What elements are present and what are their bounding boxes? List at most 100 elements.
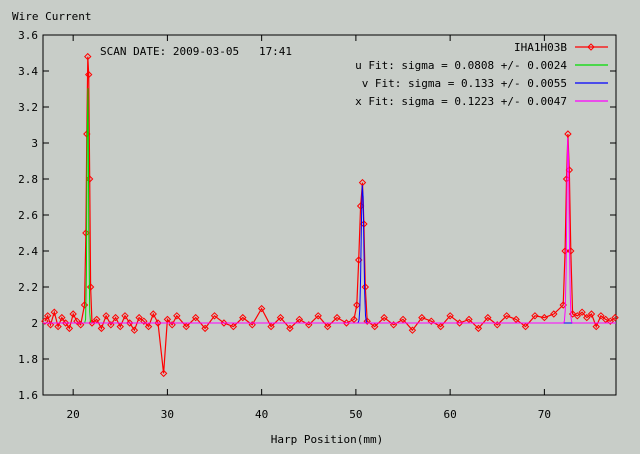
y-axis-label: Wire Current xyxy=(12,10,91,23)
data-point xyxy=(163,315,172,324)
y-tick-label: 3.6 xyxy=(18,29,38,42)
data-point xyxy=(210,312,219,320)
data-point xyxy=(592,322,600,331)
x-tick-label: 70 xyxy=(538,408,551,421)
data-point xyxy=(149,310,157,318)
data-point xyxy=(399,315,407,324)
legend-label: v Fit: sigma = 0.133 +/- 0.0055 xyxy=(362,77,567,90)
data-point xyxy=(61,319,70,327)
data-line xyxy=(44,56,616,374)
data-point xyxy=(361,283,370,291)
data-point xyxy=(248,321,256,329)
data-point xyxy=(140,317,148,325)
data-point xyxy=(323,322,332,331)
data-point xyxy=(408,326,417,334)
data-point xyxy=(573,312,582,320)
data-point xyxy=(121,312,129,320)
scan-date-annotation: SCAN DATE: 2009-03-05 17:41 xyxy=(100,45,292,58)
data-point xyxy=(135,313,143,322)
data-point xyxy=(389,321,398,329)
y-tick-label: 3.2 xyxy=(18,101,38,114)
data-point xyxy=(587,310,596,318)
y-tick-label: 1.8 xyxy=(18,353,38,366)
legend-label: u Fit: sigma = 0.0808 +/- 0.0024 xyxy=(355,59,567,72)
data-point xyxy=(567,247,575,255)
y-tick-label: 3 xyxy=(31,137,38,150)
fit-curve-3 xyxy=(43,137,616,324)
y-tick-label: 2.4 xyxy=(18,245,38,258)
data-point xyxy=(168,321,176,329)
series-layer xyxy=(41,52,619,378)
data-point xyxy=(350,315,358,324)
data-point xyxy=(239,313,247,322)
data-point xyxy=(65,324,74,333)
data-point xyxy=(606,317,615,325)
data-point xyxy=(502,312,511,320)
data-point xyxy=(182,322,190,331)
data-point xyxy=(111,313,120,322)
x-tick-label: 60 xyxy=(444,408,457,421)
data-point xyxy=(418,313,426,322)
data-point xyxy=(465,315,473,324)
data-point xyxy=(484,313,492,322)
data-point xyxy=(46,321,55,329)
data-point xyxy=(54,322,62,331)
data-point xyxy=(371,322,379,331)
data-point xyxy=(201,324,209,333)
data-point xyxy=(342,319,351,327)
data-point xyxy=(130,326,139,334)
data-point xyxy=(540,313,549,322)
legend-label: IHA1H03B xyxy=(514,41,567,54)
data-point xyxy=(380,313,388,322)
data-point xyxy=(276,313,285,322)
data-point xyxy=(267,322,275,331)
data-point xyxy=(73,317,81,325)
data-point xyxy=(578,308,586,316)
data-point xyxy=(333,313,341,322)
data-point xyxy=(116,322,124,331)
data-point xyxy=(521,322,530,331)
data-point xyxy=(125,319,134,327)
data-point xyxy=(561,247,569,255)
y-tick-label: 3.4 xyxy=(18,65,38,78)
data-point xyxy=(455,319,464,327)
data-point xyxy=(295,315,304,324)
data-point xyxy=(356,202,365,210)
data-point xyxy=(44,312,52,320)
data-point xyxy=(257,304,266,313)
data-point xyxy=(436,322,445,331)
y-tick-label: 1.6 xyxy=(18,389,38,402)
data-point xyxy=(41,317,49,325)
data-point xyxy=(144,322,153,331)
fit-curve-2 xyxy=(43,185,616,324)
data-point xyxy=(427,317,435,325)
data-point xyxy=(597,312,605,320)
data-point xyxy=(353,301,361,309)
data-point xyxy=(550,310,558,318)
data-point xyxy=(286,324,294,333)
data-point xyxy=(107,321,115,329)
data-point xyxy=(363,317,371,325)
x-tick-label: 40 xyxy=(255,408,268,421)
x-tick-label: 20 xyxy=(67,408,80,421)
data-point xyxy=(173,312,181,320)
data-point xyxy=(305,321,313,329)
data-point xyxy=(474,324,483,333)
data-point xyxy=(82,229,90,237)
x-tick-label: 30 xyxy=(161,408,174,421)
data-point xyxy=(85,175,94,183)
data-point xyxy=(564,130,572,138)
y-tick-label: 2.2 xyxy=(18,281,38,294)
data-point xyxy=(611,313,619,322)
data-point xyxy=(58,313,66,322)
data-point xyxy=(69,310,77,318)
data-point xyxy=(154,319,162,327)
data-point xyxy=(97,324,106,333)
y-tick-label: 2.6 xyxy=(18,209,38,222)
x-axis-label: Harp Position(mm) xyxy=(271,433,384,446)
data-point xyxy=(84,52,92,61)
legend-label: x Fit: sigma = 0.1223 +/- 0.0047 xyxy=(355,95,567,108)
data-point xyxy=(191,313,200,322)
